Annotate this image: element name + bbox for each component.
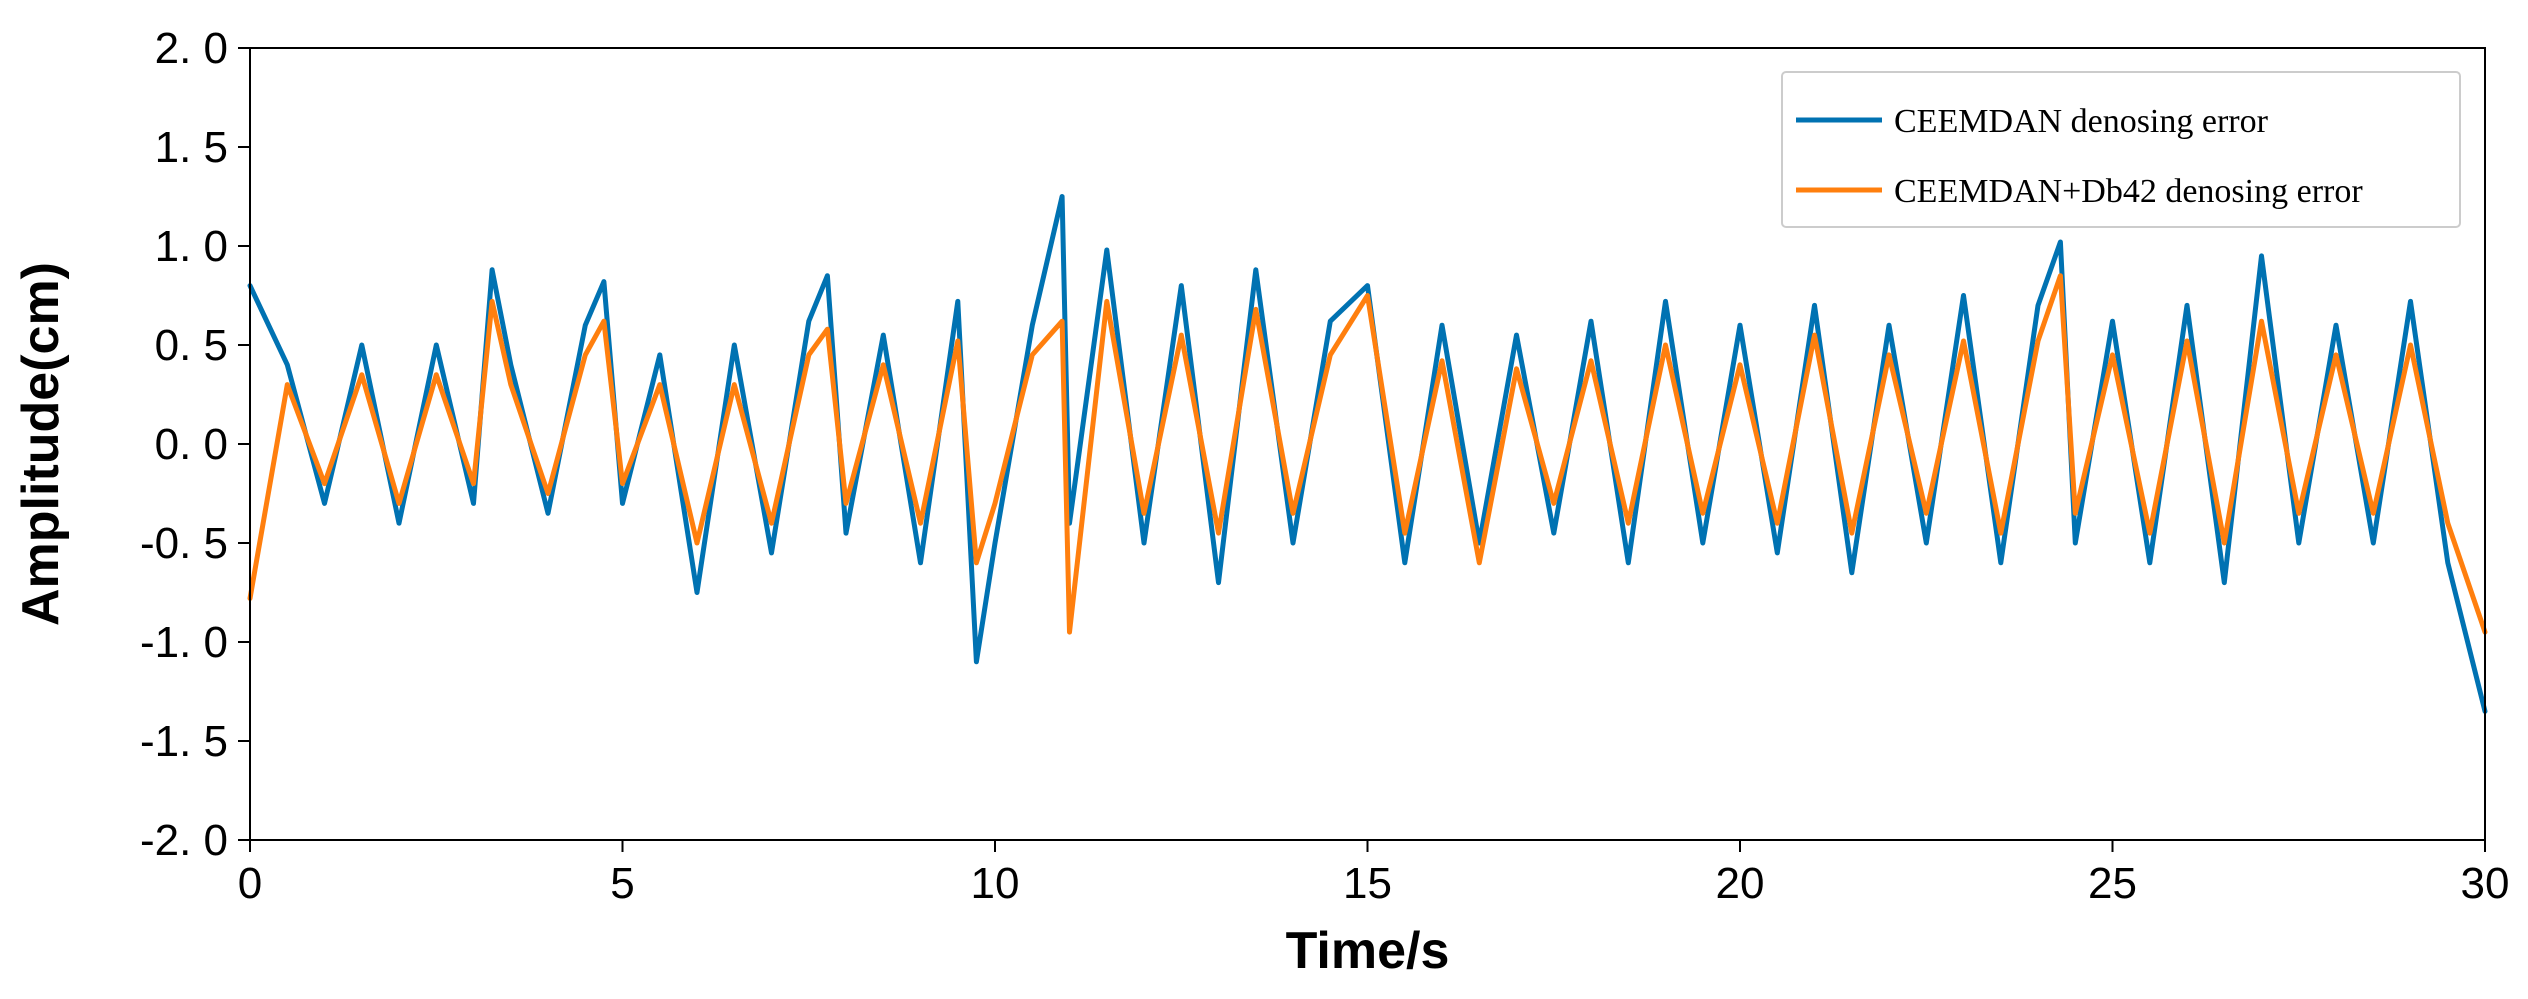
series-line-1 (247, 194, 2488, 714)
y-tick-label: 2. 0 (155, 24, 228, 73)
x-tick-label: 5 (610, 859, 634, 908)
legend: CEEMDAN denosing error CEEMDAN+Db42 denos… (1781, 71, 2461, 228)
legend-label-1: CEEMDAN denosing error (1894, 103, 2269, 140)
series-layer (247, 194, 2488, 714)
y-tick-label: 1. 0 (155, 222, 228, 271)
y-tick-label: -2. 0 (140, 816, 228, 865)
x-tick-label: 30 (2461, 859, 2510, 908)
legend-label-2: CEEMDAN+Db42 denosing error (1894, 173, 2363, 210)
x-axis-title: Time/s (1286, 922, 1450, 980)
y-tick-label: 1. 5 (155, 123, 228, 172)
y-tick-label: 0. 0 (155, 420, 228, 469)
y-tick-label: 0. 5 (155, 321, 228, 370)
x-tick-label: 15 (1343, 859, 1392, 908)
legend-box (1781, 71, 2461, 228)
x-tick-label: 0 (238, 859, 262, 908)
y-tick-label: -1. 0 (140, 618, 228, 667)
series-line-2 (247, 273, 2488, 635)
x-tick-label: 25 (2088, 859, 2137, 908)
axes-layer: 0 5 10 15 20 25 30 2. 0 1. 5 1. 0 0. 5 0. 0 -0. 5 -1.… (12, 24, 2509, 980)
y-axis-title: Amplitude(cm) (12, 262, 70, 626)
y-tick-label: -0. 5 (140, 519, 228, 568)
x-tick-label: 10 (971, 859, 1020, 908)
y-tick-label: -1. 5 (140, 717, 228, 766)
x-tick-label: 20 (1716, 859, 1765, 908)
